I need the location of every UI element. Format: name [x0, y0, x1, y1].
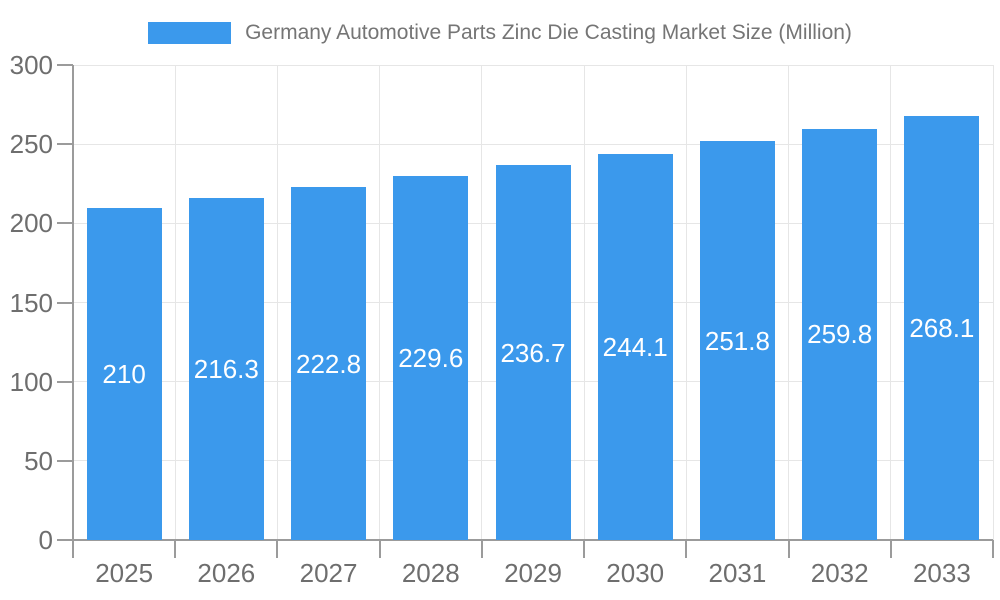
x-gridline	[788, 65, 790, 540]
x-gridline	[379, 65, 381, 540]
y-tick	[57, 222, 73, 225]
bar[interactable]	[495, 165, 571, 540]
y-tick	[57, 380, 73, 383]
bar-value-label: 229.6	[398, 343, 464, 374]
y-tick-label: 250	[9, 129, 53, 160]
y-tick-label: 50	[24, 445, 53, 476]
y-tick	[57, 64, 73, 66]
y-tick-label: 200	[9, 208, 53, 239]
x-tick-label: 2028	[401, 558, 460, 588]
y-tick-label: 150	[9, 287, 53, 318]
x-gridline	[481, 65, 483, 540]
x-tick	[174, 540, 177, 558]
x-tick-label: 2030	[606, 558, 665, 588]
x-tick	[787, 540, 790, 558]
bar-value-label: 216.3	[193, 353, 259, 384]
x-tick-label: 2026	[197, 558, 256, 588]
y-tick	[57, 301, 73, 304]
x-gridline	[992, 65, 994, 540]
y-tick	[57, 459, 73, 462]
y-tick-label: 100	[9, 366, 53, 397]
legend-label: Germany Automotive Parts Zinc Die Castin…	[245, 21, 852, 44]
x-gridline	[276, 65, 278, 540]
bar[interactable]	[188, 197, 264, 540]
bar[interactable]	[802, 128, 878, 540]
x-tick-label: 2031	[708, 558, 767, 588]
x-axis-line	[57, 539, 993, 541]
bar[interactable]	[291, 187, 367, 540]
bar-value-label: 268.1	[909, 312, 975, 343]
x-tick	[889, 540, 892, 558]
y-axis-line	[72, 65, 74, 540]
bar-value-label: 259.8	[807, 319, 873, 350]
x-tick-label: 2025	[95, 558, 154, 588]
x-tick	[583, 540, 586, 558]
y-gridline	[73, 64, 993, 66]
bar[interactable]	[597, 153, 673, 540]
y-tick	[57, 143, 73, 146]
bar[interactable]	[393, 176, 469, 540]
bar-value-label: 244.1	[602, 331, 668, 362]
bar-value-label: 210	[102, 358, 146, 389]
legend[interactable]: Germany Automotive Parts Zinc Die Castin…	[0, 21, 1000, 45]
y-gridline	[73, 143, 993, 145]
x-tick	[992, 540, 994, 558]
bar[interactable]	[86, 207, 162, 540]
x-tick	[480, 540, 483, 558]
x-gridline	[174, 65, 176, 540]
legend-swatch[interactable]	[148, 22, 232, 44]
x-tick-label: 2029	[504, 558, 562, 588]
x-gridline	[890, 65, 892, 540]
x-tick-label: 2032	[810, 558, 869, 588]
x-tick	[276, 540, 279, 558]
x-tick	[378, 540, 381, 558]
y-tick-label: 0	[38, 525, 53, 555]
bar[interactable]	[699, 141, 775, 540]
x-tick-label: 2027	[299, 558, 358, 588]
y-tick-label: 300	[9, 50, 53, 80]
bar-value-label: 222.8	[296, 348, 362, 379]
x-gridline	[685, 65, 687, 540]
bar-value-label: 236.7	[500, 337, 566, 368]
x-gridline	[583, 65, 585, 540]
x-tick	[72, 540, 74, 558]
x-tick-label: 2033	[912, 558, 971, 588]
bar-value-label: 251.8	[704, 325, 770, 356]
bar[interactable]	[904, 115, 980, 540]
x-tick	[685, 540, 688, 558]
